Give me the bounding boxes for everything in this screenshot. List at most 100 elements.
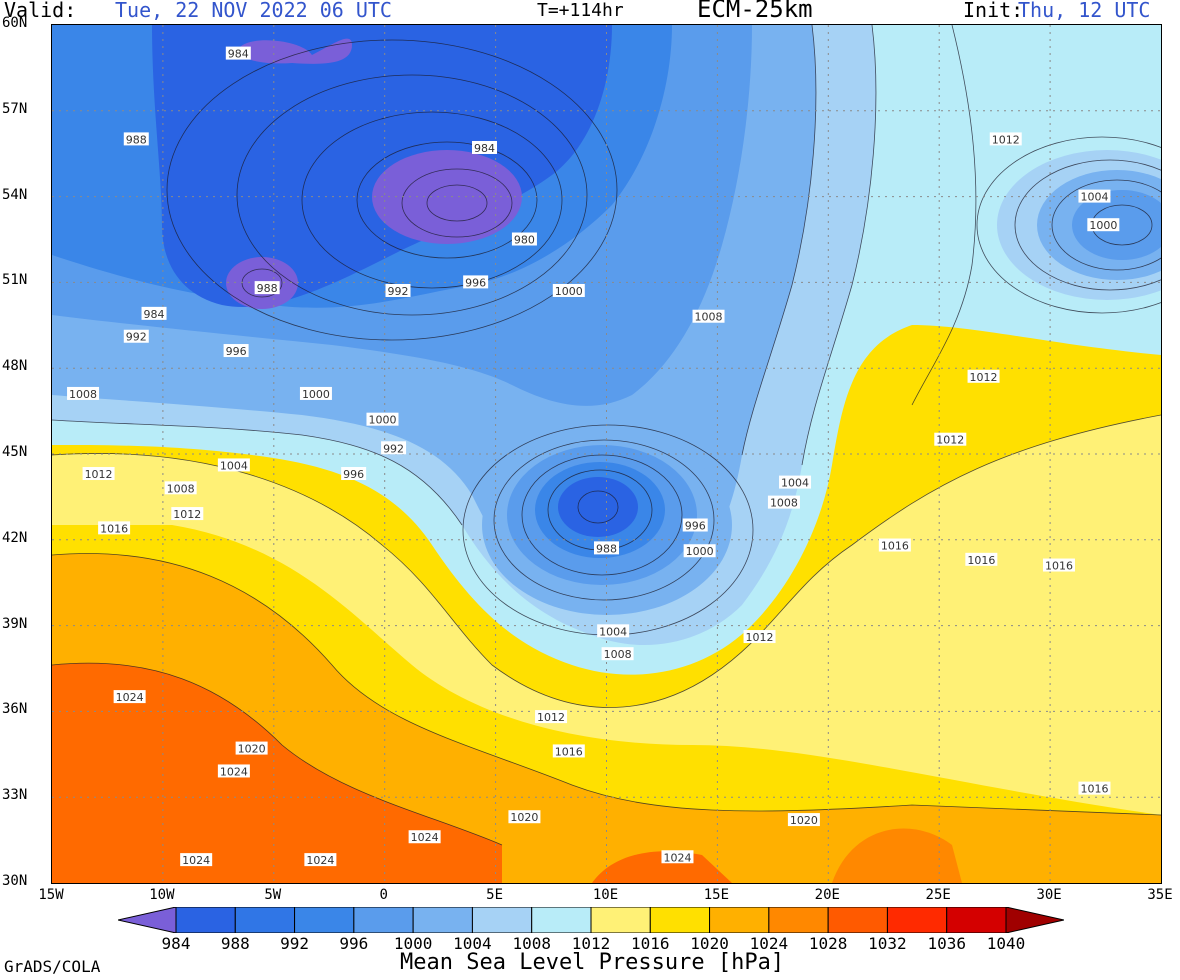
contour-label: 1024	[217, 764, 250, 778]
contour-label-bg	[463, 275, 489, 289]
colorbar-box	[827, 907, 888, 933]
contour-label-bg	[235, 741, 268, 755]
colorbar-box	[234, 907, 296, 933]
contour-label: 1000	[366, 412, 399, 427]
contour-label: 1008	[67, 386, 100, 401]
pressure-map-canvas: 984 988 984 980 984 988 992 996 992 996 1000 1008 10…	[52, 25, 1161, 883]
contour-label-bg	[743, 630, 776, 644]
latitude-label: 42N	[2, 529, 28, 546]
colorbar-box	[353, 907, 414, 933]
colorbar-title: Mean Sea Level Pressure [hPa]	[400, 950, 785, 975]
contour-label: 1008	[692, 309, 725, 324]
contour-label-text: 1000	[1089, 219, 1117, 232]
contour-label: 1008	[164, 481, 197, 495]
contour-label: 1020	[787, 813, 820, 827]
field-1024	[52, 663, 502, 883]
colorbar-box	[649, 907, 711, 933]
contour-label-bg	[225, 46, 251, 60]
longitude-label: 10E	[592, 887, 619, 903]
contour-label-bg	[82, 467, 115, 481]
contour-label-text: 1012	[992, 133, 1020, 146]
contour-label: 1004	[217, 458, 250, 472]
colorbar-level-label: 1032	[868, 934, 907, 953]
contour-label-text: 1008	[69, 388, 97, 401]
contour-label: 984	[141, 306, 167, 321]
contour-label-bg	[597, 624, 630, 638]
longitude-label: 25E	[925, 887, 951, 903]
init-label: Init:	[963, 0, 1024, 22]
contour-label: 1024	[180, 853, 213, 867]
contour-label: 988	[123, 132, 149, 146]
contour-label: 1004	[597, 624, 630, 638]
contour-label-text: 1024	[663, 851, 691, 864]
contour-label-text: 1012	[936, 434, 964, 447]
contour-label-bg	[67, 386, 100, 400]
colorbar-level-label: 984	[161, 934, 191, 953]
contour-label: 996	[463, 275, 489, 289]
contour-label-text: 1008	[604, 648, 632, 661]
contour-label-bg	[787, 813, 820, 827]
contour-label: 984	[225, 46, 251, 61]
contour-label-bg	[472, 140, 498, 154]
longitude-label: 15W	[38, 887, 64, 903]
longitude-label: 20E	[814, 887, 840, 903]
colorbar-level-label: 1004	[453, 934, 492, 953]
contour-label: 1012	[82, 467, 115, 481]
contour-label-text: 1004	[599, 625, 627, 638]
contour-label-bg	[113, 690, 146, 704]
colorbar-level-label: 1000	[393, 934, 433, 953]
contour-label-bg	[171, 507, 204, 521]
contour-label: 1016	[878, 538, 911, 553]
contour-label: 1004	[779, 475, 812, 490]
contour-label-bg	[299, 386, 332, 400]
latitude-label: 30N	[2, 873, 28, 889]
colorbar-box	[175, 907, 236, 933]
contour-label: 988	[594, 541, 619, 555]
contour-label-bg	[767, 495, 800, 509]
colorbar-box	[768, 907, 829, 933]
forecast-timestep: T=+114hr	[537, 0, 624, 21]
contour-label: 1012	[535, 710, 568, 724]
contour-label-text: 1016	[555, 745, 583, 758]
contour-label-bg	[1078, 189, 1111, 203]
init-time: Thu, 12 UTC	[1018, 0, 1151, 22]
valid-label: Valid:	[4, 0, 77, 22]
contour-label-bg	[385, 283, 411, 297]
contour-label-bg	[552, 744, 585, 758]
contour-label: 1020	[508, 810, 541, 824]
contour-label: 1016	[1078, 781, 1111, 796]
latitude-label: 33N	[2, 787, 28, 804]
contour-label: 996	[682, 518, 708, 533]
longitude-label: 15E	[703, 887, 730, 903]
contour-label-bg	[180, 853, 213, 867]
contour-label: 1012	[934, 432, 967, 447]
contour-label-text: 1016	[967, 554, 995, 567]
contour-label-bg	[1087, 218, 1120, 232]
contour-label-bg	[141, 306, 167, 320]
contour-label-bg	[223, 344, 249, 358]
contour-label: 996	[223, 344, 249, 358]
latitude-label: 45N	[2, 444, 28, 460]
contour-label-text: 988	[596, 542, 617, 555]
contour-label: 1016	[98, 521, 131, 535]
colorbar-box	[886, 907, 948, 933]
contour-label: 996	[341, 467, 367, 481]
colorbar-level-label: 988	[220, 934, 250, 953]
contour-label-text: 1016	[100, 522, 128, 535]
contour-label-bg	[164, 481, 197, 495]
contour-label-bg	[594, 541, 619, 555]
latitude-label: 60N	[2, 15, 28, 31]
contour-label-bg	[682, 518, 708, 532]
contour-label-bg	[967, 369, 1000, 383]
contour-label-bg	[381, 441, 407, 455]
field-1024-c	[832, 828, 962, 883]
contour-label-bg	[511, 232, 537, 246]
longitude-label: 35E	[1147, 887, 1173, 903]
contour-label: 1008	[767, 495, 800, 510]
contour-label: 1024	[113, 690, 146, 704]
contour-label-text: 1024	[116, 691, 144, 704]
longitude-label: 5W	[264, 887, 282, 903]
contour-label: 1016	[965, 552, 998, 567]
contour-label-bg	[934, 432, 967, 446]
colorbar-level-label: 1020	[690, 934, 729, 953]
